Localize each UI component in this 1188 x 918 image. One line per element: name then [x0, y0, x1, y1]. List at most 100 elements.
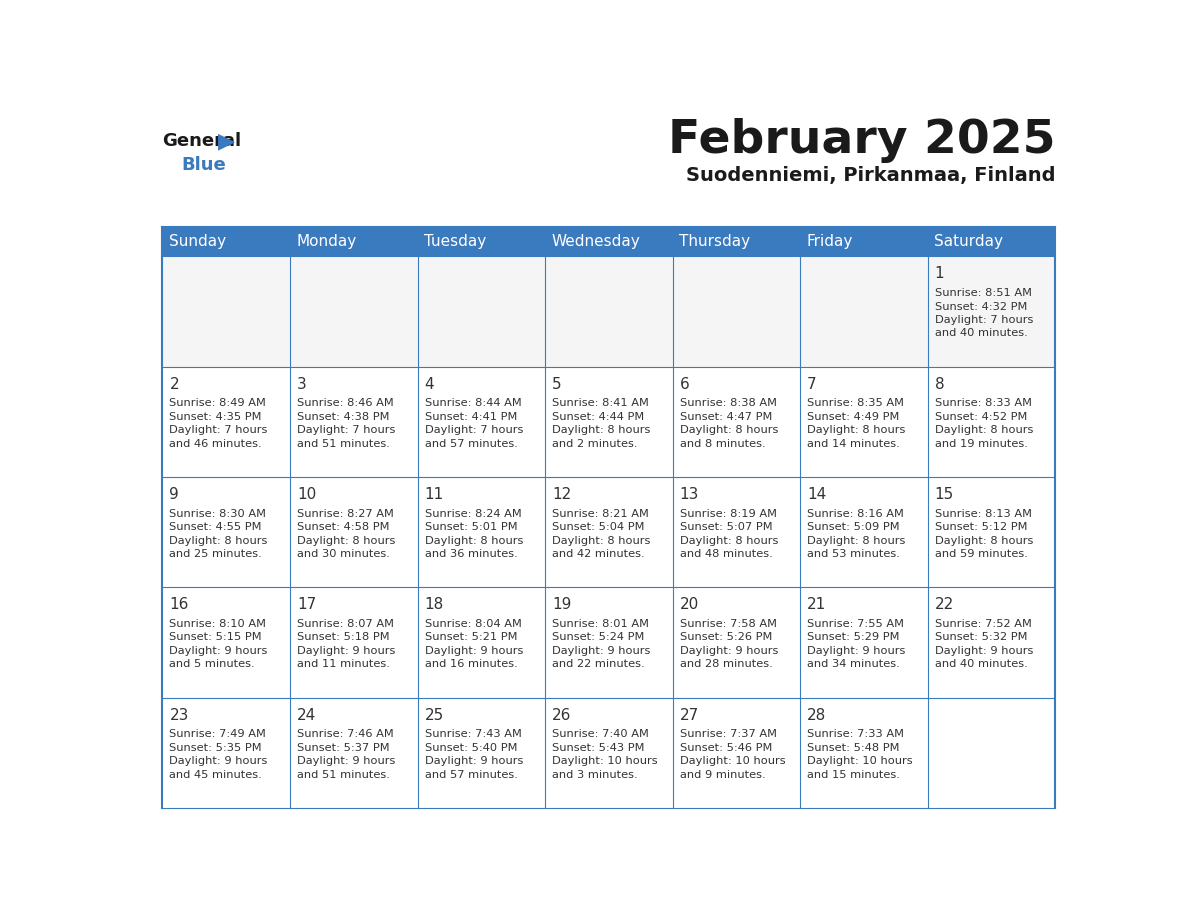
Text: 19: 19: [552, 598, 571, 612]
Text: Sunset: 4:58 PM: Sunset: 4:58 PM: [297, 522, 390, 532]
Text: and 46 minutes.: and 46 minutes.: [170, 439, 263, 449]
Text: 15: 15: [935, 487, 954, 502]
Text: Daylight: 8 hours: Daylight: 8 hours: [424, 535, 523, 545]
Bar: [928, 366, 1055, 477]
Text: Sunset: 5:15 PM: Sunset: 5:15 PM: [170, 633, 263, 643]
Text: Sunset: 5:40 PM: Sunset: 5:40 PM: [424, 743, 517, 753]
Text: Sunrise: 8:30 AM: Sunrise: 8:30 AM: [170, 509, 266, 519]
Text: 4: 4: [424, 376, 434, 392]
Text: February 2025: February 2025: [668, 118, 1055, 162]
Text: 26: 26: [552, 708, 571, 722]
Text: and 51 minutes.: and 51 minutes.: [297, 769, 390, 779]
Text: and 42 minutes.: and 42 minutes.: [552, 549, 645, 559]
Text: 17: 17: [297, 598, 316, 612]
Text: and 19 minutes.: and 19 minutes.: [935, 439, 1028, 449]
Text: and 28 minutes.: and 28 minutes.: [680, 659, 772, 669]
Text: Wednesday: Wednesday: [551, 234, 640, 250]
Bar: [801, 227, 928, 256]
Text: Sunrise: 8:19 AM: Sunrise: 8:19 AM: [680, 509, 777, 519]
Bar: [928, 698, 1055, 808]
Text: 3: 3: [297, 376, 307, 392]
Text: Thursday: Thursday: [680, 234, 750, 250]
Bar: [672, 588, 801, 698]
Text: and 51 minutes.: and 51 minutes.: [297, 439, 390, 449]
Text: Daylight: 9 hours: Daylight: 9 hours: [170, 756, 267, 766]
Text: 10: 10: [297, 487, 316, 502]
Bar: [163, 227, 290, 256]
Text: Daylight: 10 hours: Daylight: 10 hours: [552, 756, 658, 766]
Text: and 48 minutes.: and 48 minutes.: [680, 549, 772, 559]
Bar: [417, 256, 545, 366]
Text: Sunrise: 8:27 AM: Sunrise: 8:27 AM: [297, 509, 394, 519]
Text: Daylight: 8 hours: Daylight: 8 hours: [552, 425, 650, 435]
Text: 16: 16: [170, 598, 189, 612]
Bar: [545, 366, 672, 477]
Text: Sunrise: 8:01 AM: Sunrise: 8:01 AM: [552, 619, 649, 629]
Bar: [545, 698, 672, 808]
Text: and 40 minutes.: and 40 minutes.: [935, 659, 1028, 669]
Text: Sunrise: 8:16 AM: Sunrise: 8:16 AM: [807, 509, 904, 519]
Text: 18: 18: [424, 598, 444, 612]
Text: and 53 minutes.: and 53 minutes.: [807, 549, 901, 559]
Bar: [163, 477, 290, 588]
Text: Daylight: 9 hours: Daylight: 9 hours: [807, 645, 905, 655]
Text: 13: 13: [680, 487, 699, 502]
Text: Sunset: 5:18 PM: Sunset: 5:18 PM: [297, 633, 390, 643]
Text: Sunrise: 8:04 AM: Sunrise: 8:04 AM: [424, 619, 522, 629]
Bar: [545, 477, 672, 588]
Bar: [801, 477, 928, 588]
Bar: [417, 477, 545, 588]
Text: Sunset: 5:01 PM: Sunset: 5:01 PM: [424, 522, 517, 532]
Text: Sunset: 5:12 PM: Sunset: 5:12 PM: [935, 522, 1028, 532]
Bar: [163, 588, 290, 698]
Text: Sunset: 5:26 PM: Sunset: 5:26 PM: [680, 633, 772, 643]
Text: 21: 21: [807, 598, 827, 612]
Text: and 40 minutes.: and 40 minutes.: [935, 329, 1028, 339]
Text: Daylight: 8 hours: Daylight: 8 hours: [297, 535, 396, 545]
Text: Sunset: 5:09 PM: Sunset: 5:09 PM: [807, 522, 899, 532]
Text: Saturday: Saturday: [934, 234, 1003, 250]
Text: 7: 7: [807, 376, 817, 392]
Text: and 8 minutes.: and 8 minutes.: [680, 439, 765, 449]
Text: Daylight: 9 hours: Daylight: 9 hours: [680, 645, 778, 655]
Bar: [163, 256, 290, 366]
Text: Sunrise: 8:10 AM: Sunrise: 8:10 AM: [170, 619, 266, 629]
Text: and 57 minutes.: and 57 minutes.: [424, 439, 518, 449]
Text: Sunset: 5:24 PM: Sunset: 5:24 PM: [552, 633, 644, 643]
Text: Daylight: 8 hours: Daylight: 8 hours: [680, 535, 778, 545]
Text: 22: 22: [935, 598, 954, 612]
Text: 9: 9: [170, 487, 179, 502]
Text: Sunrise: 8:38 AM: Sunrise: 8:38 AM: [680, 398, 777, 409]
Bar: [417, 698, 545, 808]
Bar: [545, 588, 672, 698]
Text: and 15 minutes.: and 15 minutes.: [807, 769, 901, 779]
Text: Daylight: 9 hours: Daylight: 9 hours: [424, 645, 523, 655]
Text: Monday: Monday: [296, 234, 356, 250]
Text: Sunset: 5:32 PM: Sunset: 5:32 PM: [935, 633, 1028, 643]
Bar: [545, 227, 672, 256]
Text: Sunset: 5:29 PM: Sunset: 5:29 PM: [807, 633, 899, 643]
Text: Daylight: 9 hours: Daylight: 9 hours: [424, 756, 523, 766]
Bar: [801, 256, 928, 366]
Text: Sunset: 4:35 PM: Sunset: 4:35 PM: [170, 412, 261, 421]
Text: Sunset: 4:32 PM: Sunset: 4:32 PM: [935, 301, 1028, 311]
Text: and 2 minutes.: and 2 minutes.: [552, 439, 638, 449]
Text: Sunset: 5:48 PM: Sunset: 5:48 PM: [807, 743, 899, 753]
Text: Sunset: 4:38 PM: Sunset: 4:38 PM: [297, 412, 390, 421]
Bar: [672, 366, 801, 477]
Bar: [801, 588, 928, 698]
Text: Sunrise: 7:37 AM: Sunrise: 7:37 AM: [680, 729, 777, 739]
Text: Sunset: 5:21 PM: Sunset: 5:21 PM: [424, 633, 517, 643]
Bar: [290, 256, 417, 366]
Text: Sunset: 4:52 PM: Sunset: 4:52 PM: [935, 412, 1028, 421]
Text: 27: 27: [680, 708, 699, 722]
Text: Daylight: 9 hours: Daylight: 9 hours: [552, 645, 650, 655]
Text: Sunrise: 8:49 AM: Sunrise: 8:49 AM: [170, 398, 266, 409]
Text: 25: 25: [424, 708, 444, 722]
Text: Sunrise: 7:52 AM: Sunrise: 7:52 AM: [935, 619, 1031, 629]
Bar: [928, 256, 1055, 366]
Text: Daylight: 7 hours: Daylight: 7 hours: [424, 425, 523, 435]
Text: 1: 1: [935, 266, 944, 282]
Text: Daylight: 8 hours: Daylight: 8 hours: [170, 535, 267, 545]
Text: and 30 minutes.: and 30 minutes.: [297, 549, 390, 559]
